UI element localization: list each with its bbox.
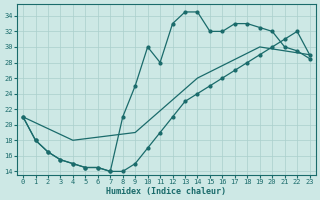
X-axis label: Humidex (Indice chaleur): Humidex (Indice chaleur) — [106, 187, 226, 196]
